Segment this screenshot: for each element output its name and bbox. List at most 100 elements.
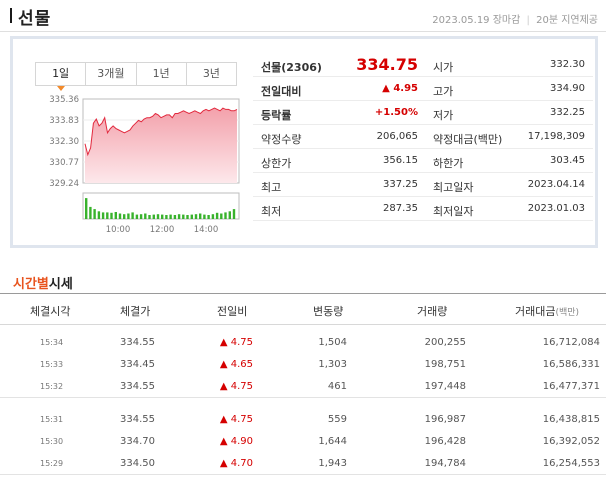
volume-bar — [123, 214, 126, 219]
cell-time: 15:31 — [40, 415, 64, 424]
section-title-rest: 시세 — [48, 277, 73, 292]
quote-row-lowest: 최저 287.35 최저일자 2023.01.03 — [253, 199, 593, 221]
tab-1-year[interactable]: 1년 — [135, 63, 186, 85]
current-price: 334.75 — [356, 55, 418, 74]
cell-time: 15:30 — [40, 437, 64, 446]
quote-row-rate: 등락률 +1.50% 저가 332.25 — [253, 103, 593, 125]
table-row: 15:31 334.55 ▲ 4.75 559 196,987 16,438,815 — [0, 408, 606, 430]
section-title: 시간별시세 — [13, 273, 73, 292]
volume-bar — [165, 215, 168, 219]
high-value: 334.90 — [550, 83, 585, 94]
quote-row-limits: 상한가 356.15 하한가 303.45 — [253, 151, 593, 173]
volume-bar — [190, 214, 193, 219]
trade-date: 2023.05.19 — [432, 15, 490, 26]
lower-limit-value: 303.45 — [550, 155, 585, 166]
low-label: 저가 — [433, 109, 454, 122]
cell-amount: 16,712,084 — [542, 337, 600, 348]
upper-limit-value: 356.15 — [383, 155, 418, 166]
table-row: 15:32 334.55 ▲ 4.75 461 197,448 16,477,371 — [0, 375, 606, 397]
change-rate-value: +1.50% — [374, 107, 418, 118]
x-tick-label: 14:00 — [194, 225, 219, 235]
volume-bar — [224, 212, 227, 219]
futures-code-label: 선물(2306) — [261, 61, 322, 74]
volume-bar — [93, 209, 96, 219]
cell-change: ▲ 4.75 — [219, 381, 253, 392]
lowest-value: 287.35 — [383, 203, 418, 214]
col-header-amount: 거래대금(백만) — [515, 303, 579, 319]
delay-notice: 20분 지연제공 — [536, 15, 598, 26]
cell-amount: 16,254,553 — [542, 458, 600, 469]
cell-volume: 200,255 — [424, 337, 466, 348]
cell-variation: 1,504 — [318, 337, 347, 348]
contract-amount-label: 약정대금(백만) — [433, 133, 503, 146]
volume-bar — [173, 215, 177, 219]
y-tick-label: 335.36 — [49, 95, 79, 105]
cell-change: ▲ 4.75 — [219, 337, 253, 348]
volume-bar — [228, 211, 231, 219]
cell-amount: 16,438,815 — [542, 414, 600, 425]
table-row: 15:29 334.50 ▲ 4.70 1,943 194,784 16,254,553 — [0, 452, 606, 474]
y-tick-label: 333.83 — [49, 116, 79, 126]
volume-bar — [199, 213, 202, 219]
volume-bar — [110, 212, 113, 219]
cell-price: 334.55 — [120, 337, 155, 348]
volume-bar — [97, 211, 101, 219]
volume-bar — [101, 212, 105, 219]
y-tick-label: 329.24 — [49, 179, 79, 189]
contract-volume-value: 206,065 — [376, 131, 418, 142]
intraday-price-chart: 335.36 333.83 332.30 330.77 329.24 10:00 12:0… — [49, 95, 240, 235]
lower-limit-label: 하한가 — [433, 157, 464, 170]
cell-variation: 559 — [327, 414, 347, 425]
cell-variation: 1,644 — [318, 436, 347, 447]
cell-price: 334.50 — [120, 458, 155, 469]
volume-bar — [211, 214, 215, 219]
tab-3-months[interactable]: 3개월 — [85, 63, 136, 85]
cell-variation: 461 — [327, 381, 347, 392]
section-title-highlight: 시간별 — [13, 277, 49, 292]
volume-bar — [194, 214, 198, 219]
table-header: 체결시각 체결가 전일비 변동량 거래량 거래대금(백만) — [0, 293, 606, 325]
volume-bar — [118, 213, 122, 219]
page-title: 선물 — [18, 9, 52, 29]
cell-price: 334.55 — [120, 381, 155, 392]
cell-volume: 197,448 — [424, 381, 466, 392]
row-group-divider — [0, 397, 606, 398]
col-header-amount-label: 거래대금 — [515, 305, 556, 318]
volume-bar — [186, 215, 189, 219]
cell-price: 334.70 — [120, 436, 155, 447]
tab-1-day[interactable]: 1일 — [35, 63, 86, 91]
volume-bar — [215, 212, 219, 219]
cell-amount: 16,392,052 — [542, 436, 600, 447]
table-row: 15:33 334.45 ▲ 4.65 1,303 198,751 16,586,331 — [0, 353, 606, 375]
table-row: 15:30 334.70 ▲ 4.90 1,644 196,428 16,392,052 — [0, 430, 606, 452]
cell-price: 334.55 — [120, 414, 155, 425]
market-status: 2023.05.19 장마감 | 20분 지연제공 — [432, 11, 598, 26]
upper-limit-label: 상한가 — [261, 157, 292, 170]
high-label: 고가 — [433, 85, 454, 98]
volume-bar — [156, 214, 160, 219]
col-header-change: 전일비 — [217, 305, 248, 318]
x-tick-label: 10:00 — [106, 225, 131, 235]
tab-3-years[interactable]: 3년 — [185, 63, 237, 85]
quote-row-highest: 최고 337.25 최고일자 2023.04.14 — [253, 175, 593, 197]
cell-volume: 196,428 — [424, 436, 466, 447]
x-tick-label: 12:00 — [150, 225, 175, 235]
volume-bar — [203, 214, 206, 219]
cell-amount: 16,586,331 — [542, 359, 600, 370]
volume-bars — [85, 198, 236, 219]
volume-bar — [161, 214, 164, 219]
status-separator: | — [526, 15, 530, 26]
highest-label: 최고 — [261, 181, 282, 194]
price-line — [84, 107, 238, 157]
lowest-label: 최저 — [261, 205, 282, 218]
highest-value: 337.25 — [383, 179, 418, 190]
volume-bar — [89, 206, 92, 219]
col-header-price: 체결가 — [120, 305, 151, 318]
chart-period-tabs: 1일 3개월 1년 3년 — [35, 62, 237, 91]
cell-time: 15:34 — [40, 338, 64, 347]
volume-bar — [131, 212, 134, 219]
low-value: 332.25 — [550, 107, 585, 118]
cell-time: 15:33 — [40, 360, 64, 369]
time-axis: 10:00 12:00 14:00 — [106, 225, 219, 235]
quote-row-price: 선물(2306) 334.75 시가 332.30 — [253, 55, 593, 77]
